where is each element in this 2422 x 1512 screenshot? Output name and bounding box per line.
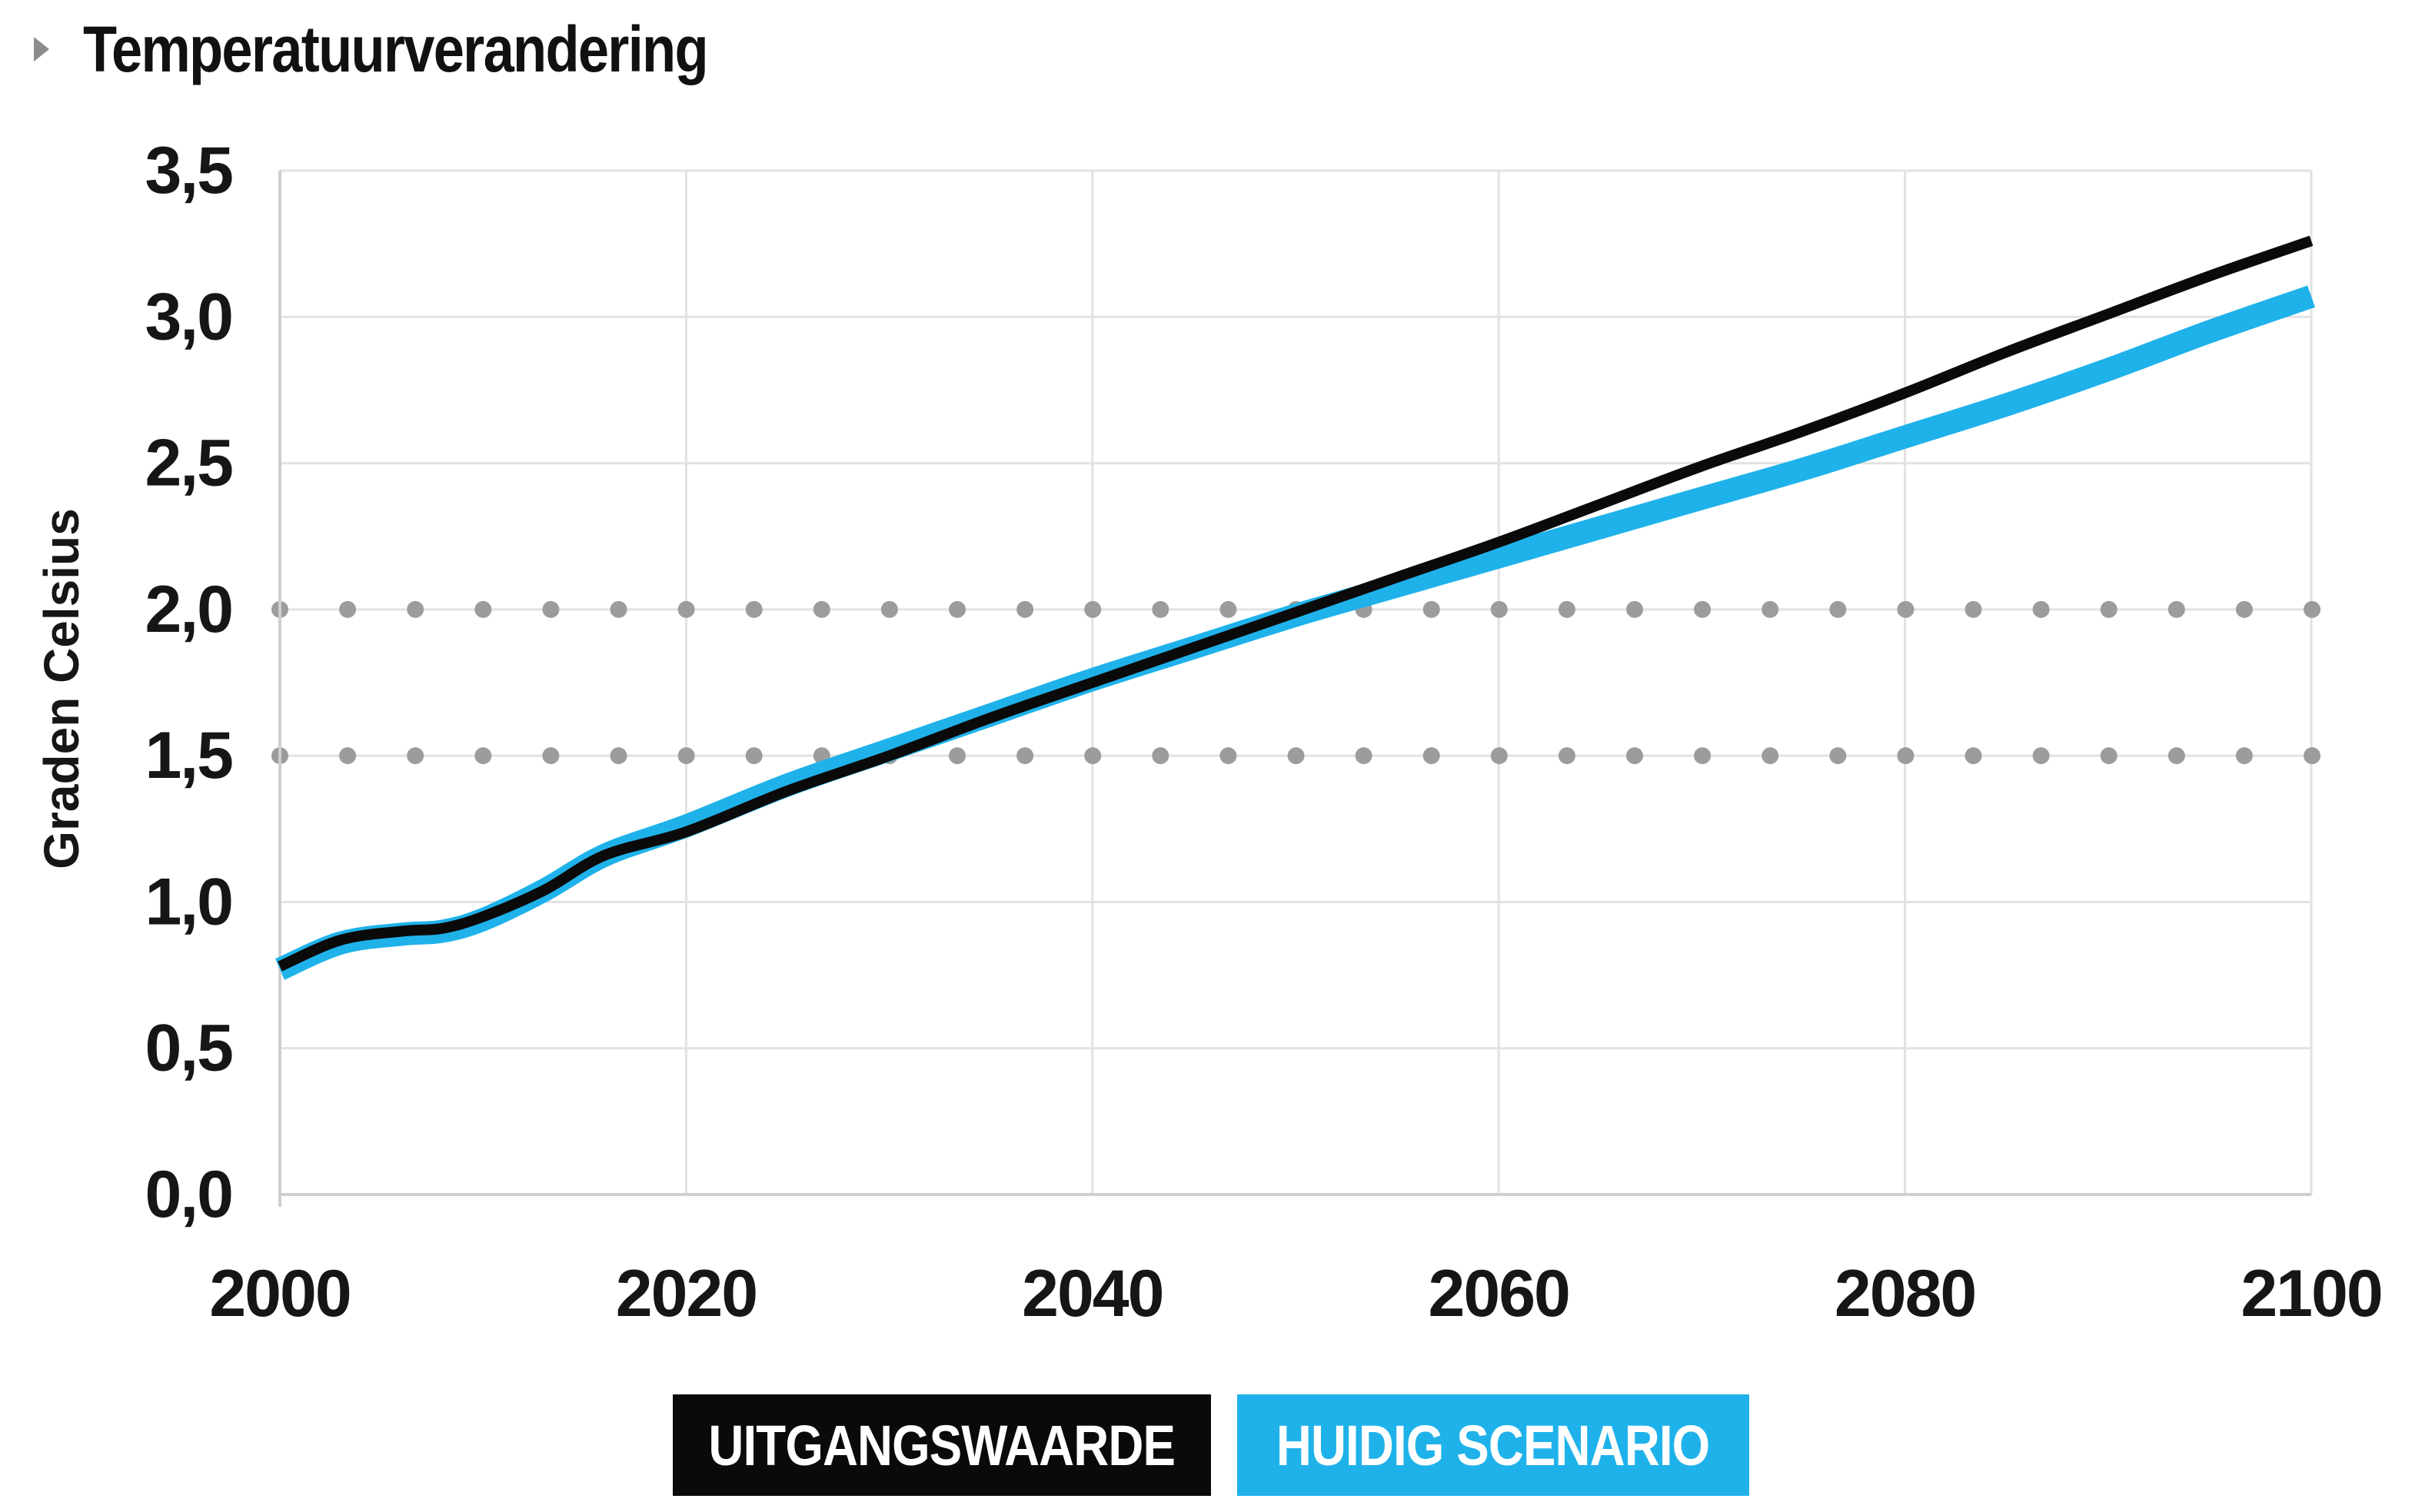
x-tick-label: 2060: [1429, 1257, 1569, 1331]
x-tick-label: 2100: [2241, 1257, 2381, 1331]
x-tick-label: 2000: [209, 1257, 350, 1331]
tick-labels: 0,0 0,5 1,0 1,5 2,0 2,5 3,0 3,5 2000 2020 2040 2060…: [34, 134, 2384, 1331]
line-chart: 0,0 0,5 1,0 1,5 2,0 2,5 3,0 3,5 2000 2020 2040 2060…: [34, 134, 2384, 1331]
chart-title: Temperatuurverandering: [83, 12, 709, 85]
series-lines: [274, 235, 2315, 980]
x-tick-label: 2020: [616, 1257, 757, 1331]
expand-arrow-icon[interactable]: [34, 37, 49, 61]
y-tick-label: 3,0: [145, 280, 232, 354]
legend-item-current-scenario[interactable]: HUIDIG SCENARIO: [1237, 1394, 1749, 1496]
reference-lines: [271, 600, 2321, 765]
y-tick-label: 1,0: [145, 865, 232, 939]
legend-item-baseline[interactable]: UITGANGSWAARDE: [673, 1394, 1211, 1496]
y-tick-label: 0,0: [145, 1158, 232, 1231]
y-tick-label: 1,5: [145, 719, 232, 793]
chart-title-row: Temperatuurverandering: [34, 11, 809, 88]
legend: UITGANGSWAARDE HUIDIG SCENARIO: [0, 1394, 2422, 1496]
y-tick-label: 3,5: [145, 134, 232, 208]
y-axis-title: Graden Celsius: [34, 508, 89, 869]
legend-label-baseline: UITGANGSWAARDE: [708, 1413, 1176, 1477]
x-tick-label: 2040: [1022, 1257, 1163, 1331]
series-line-baseline: [278, 235, 2314, 972]
y-tick-label: 0,5: [145, 1012, 232, 1085]
axes: [278, 171, 2311, 1207]
legend-label-current-scenario: HUIDIG SCENARIO: [1276, 1413, 1710, 1477]
y-tick-label: 2,5: [145, 427, 232, 500]
y-tick-label: 2,0: [145, 573, 232, 646]
x-tick-label: 2080: [1835, 1257, 1975, 1331]
grid: [280, 169, 2313, 1195]
